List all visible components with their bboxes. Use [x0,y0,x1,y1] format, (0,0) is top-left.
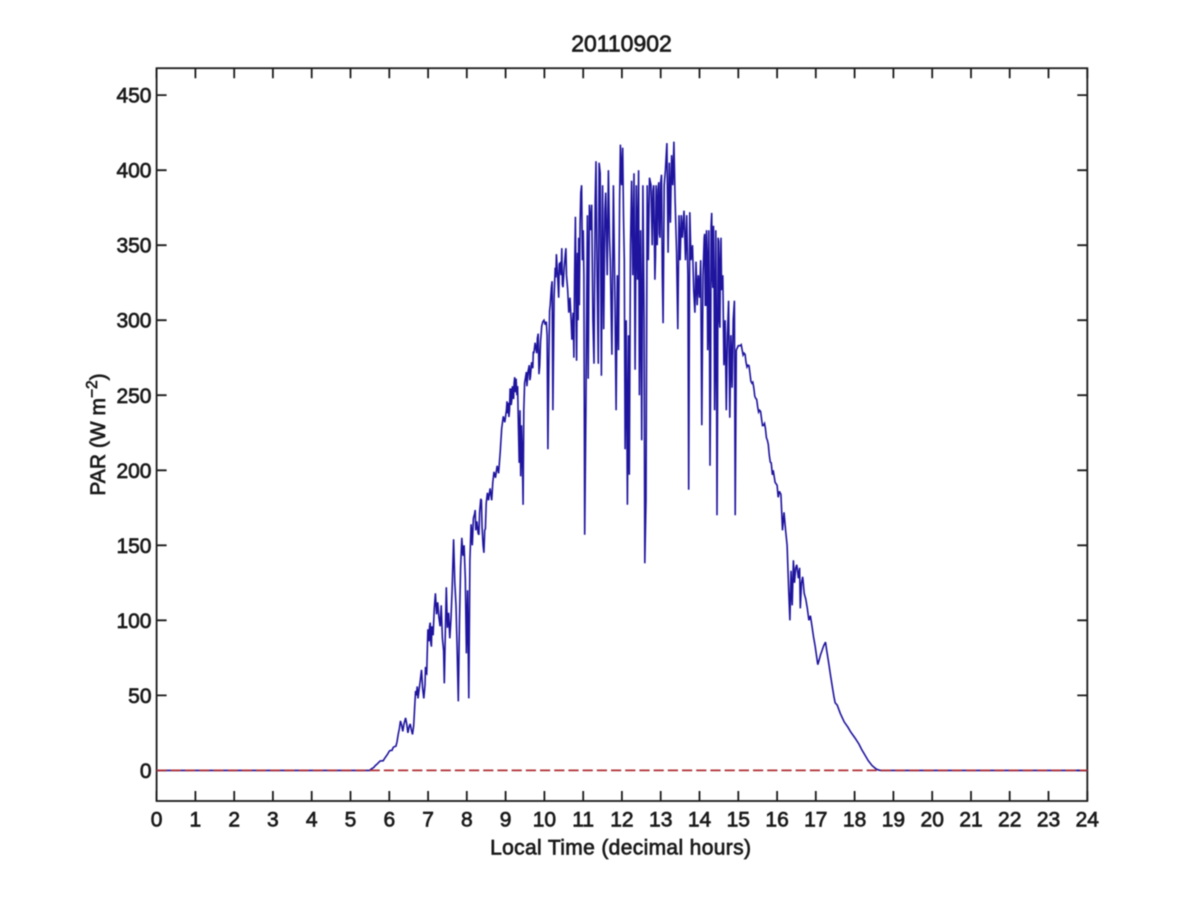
svg-text:450: 450 [116,85,151,108]
svg-text:400: 400 [116,160,151,183]
svg-text:Local Time (decimal hours): Local Time (decimal hours) [490,837,751,860]
svg-text:13: 13 [649,809,672,832]
svg-text:16: 16 [765,809,788,832]
svg-text:0: 0 [140,760,152,783]
svg-text:7: 7 [422,809,434,832]
svg-text:3: 3 [267,809,279,832]
svg-text:300: 300 [116,310,151,333]
svg-text:1: 1 [190,809,202,832]
svg-text:PAR (W m−2): PAR (W m−2) [84,373,110,495]
svg-text:11: 11 [572,809,594,832]
svg-text:0: 0 [151,809,163,832]
svg-text:19: 19 [882,809,905,832]
svg-text:200: 200 [116,460,151,483]
svg-text:24: 24 [1076,809,1100,832]
svg-text:350: 350 [116,235,151,258]
svg-text:17: 17 [804,809,827,832]
svg-text:20: 20 [921,809,944,832]
svg-text:18: 18 [843,809,866,832]
svg-text:4: 4 [306,809,318,832]
svg-text:14: 14 [688,809,712,832]
svg-text:2: 2 [228,809,240,832]
svg-text:23: 23 [1037,809,1060,832]
svg-text:12: 12 [610,809,633,832]
svg-text:50: 50 [128,685,151,708]
svg-text:5: 5 [345,809,357,832]
svg-text:15: 15 [727,809,750,832]
svg-text:150: 150 [116,535,151,558]
svg-text:8: 8 [461,809,473,832]
svg-text:20110902: 20110902 [571,31,672,57]
svg-text:250: 250 [116,385,151,408]
svg-text:9: 9 [500,809,512,832]
svg-text:21: 21 [959,809,982,832]
svg-text:22: 22 [998,809,1021,832]
svg-text:100: 100 [116,610,151,633]
svg-text:6: 6 [383,809,395,832]
svg-text:10: 10 [533,809,556,832]
